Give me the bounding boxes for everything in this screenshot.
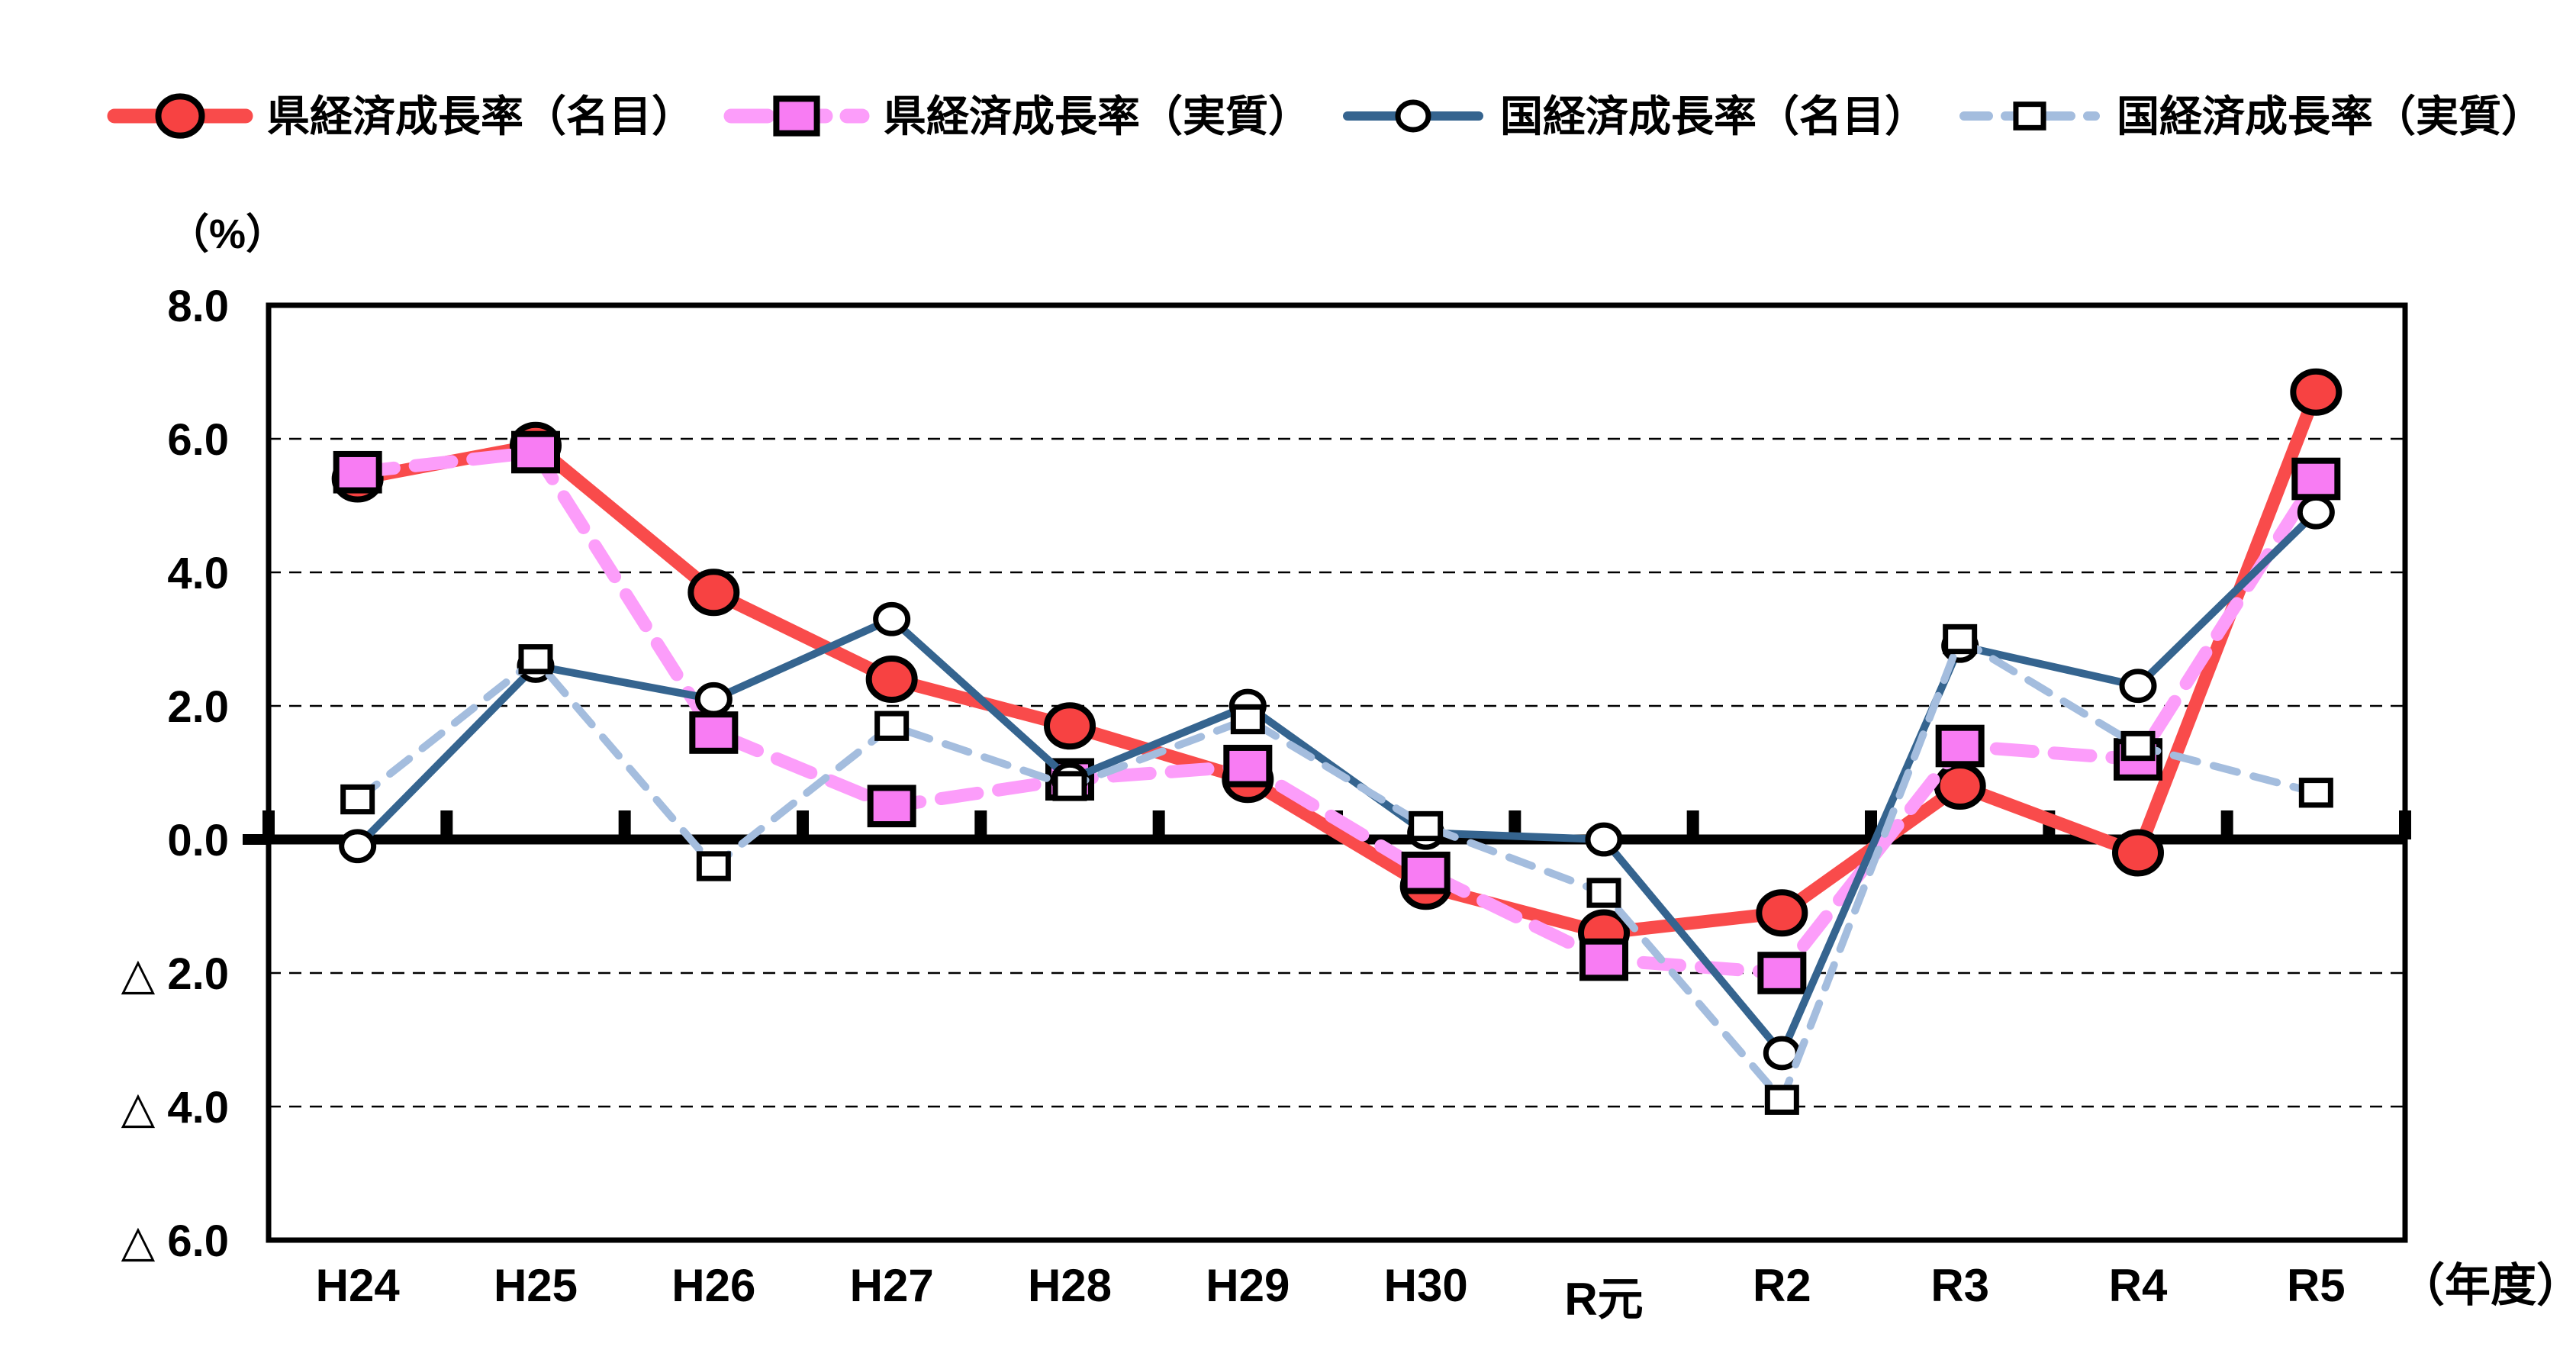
y-tick-label: 0.0	[167, 816, 229, 865]
legend-item-pref-real: 県経済成長率（実質）	[723, 92, 1311, 140]
x-tick-label-H27: H27	[850, 1260, 934, 1311]
series-line-pref-nominal	[351, 385, 2323, 939]
legend-item-national-nominal: 国経済成長率（名目）	[1343, 92, 1927, 140]
x-tick-label-H24: H24	[316, 1260, 401, 1311]
legend-label-pref-nominal: 県経済成長率（名目）	[267, 92, 694, 140]
marker-national-real-8	[1764, 1084, 1799, 1115]
x-tick-label-R元: R元	[1564, 1274, 1643, 1325]
y-axis-unit-label: （%）	[168, 211, 287, 257]
x-axis-unit-label: （年度）	[2399, 1260, 2576, 1311]
marker-national-real-1	[518, 644, 553, 675]
axes	[243, 302, 2411, 1243]
y-tick-label: 4.0	[167, 549, 229, 598]
marker-national-nominal-10	[2119, 669, 2157, 704]
series-line-national-nominal	[353, 508, 2320, 1057]
marker-national-real-2	[696, 851, 731, 881]
marker-pref-nominal-10	[2112, 829, 2164, 877]
marker-pref-nominal-8	[1756, 889, 1808, 937]
x-axis-tick	[262, 810, 275, 839]
y-tick-label: △ 2.0	[121, 949, 229, 999]
marker-pref-nominal-3	[865, 656, 918, 703]
marker-pref-real-1	[511, 430, 560, 474]
marker-pref-real-3	[867, 785, 916, 828]
marker-pref-real-11	[2291, 457, 2341, 501]
marker-pref-real-2	[689, 711, 739, 754]
marker-pref-nominal-9	[1934, 762, 1986, 810]
marker-pref-nominal-2	[687, 569, 740, 617]
y-tick-label: △ 6.0	[121, 1216, 229, 1266]
marker-national-real-4	[1052, 771, 1087, 801]
marker-pref-real-7	[1579, 938, 1628, 981]
marker-national-real-0	[340, 784, 375, 815]
marker-pref-real-0	[333, 450, 382, 494]
marker-pref-real-6	[1401, 851, 1451, 894]
marker-national-real-10	[2120, 730, 2156, 762]
x-tick-label-H26: H26	[671, 1260, 755, 1311]
marker-national-nominal-0	[339, 829, 377, 864]
y-tick-label: 6.0	[167, 415, 229, 465]
y-tick-label: △ 4.0	[121, 1083, 229, 1133]
x-tick-label-R4: R4	[2109, 1260, 2168, 1311]
x-axis-tick	[2399, 810, 2411, 839]
marker-national-nominal	[1395, 99, 1431, 133]
x-tick-label-R5: R5	[2287, 1260, 2346, 1311]
marker-national-nominal-3	[873, 601, 911, 636]
marker-pref-nominal	[155, 93, 205, 139]
marker-national-real-3	[874, 710, 910, 741]
marker-national-real-6	[1409, 810, 1444, 842]
data-series	[331, 368, 2343, 1115]
marker-national-nominal-7	[1585, 822, 1623, 857]
series-line-national-real	[353, 635, 2320, 1104]
marker-pref-nominal-4	[1044, 702, 1096, 750]
series-national-real	[340, 623, 2333, 1115]
marker-national-real-7	[1586, 878, 1621, 908]
x-axis-tick	[2220, 810, 2233, 839]
x-tick-label-H30: H30	[1384, 1260, 1468, 1311]
marker-pref-real-8	[1757, 952, 1807, 994]
x-tick-label-H28: H28	[1028, 1260, 1112, 1311]
x-axis-tick	[618, 810, 631, 839]
y-tick-label: 8.0	[167, 282, 229, 331]
legend-item-national-real: 国経済成長率（実質）	[1959, 92, 2544, 140]
x-axis-tick	[440, 810, 453, 839]
marker-national-nominal-11	[2297, 495, 2335, 530]
marker-national-nominal-2	[694, 681, 733, 717]
marker-pref-real	[773, 95, 820, 137]
series-line-pref-real	[351, 446, 2323, 980]
marker-pref-nominal-11	[2290, 368, 2343, 416]
x-axis-tick	[797, 810, 809, 839]
x-axis-tick-labels: H24 H25 H26 H27 H28 H29 H30 R元 R2 R3 R4 R5	[316, 1260, 2346, 1325]
x-tick-label-H25: H25	[494, 1260, 578, 1311]
plot-frame	[266, 302, 2408, 1243]
y-axis-zero-tick	[243, 834, 269, 845]
marker-national-real-11	[2298, 778, 2333, 808]
legend-label-pref-real: 県経済成長率（実質）	[884, 92, 1311, 140]
y-axis-tick-labels: 8.0 6.0 4.0 2.0 0.0 △ 2.0 △ 4.0 △ 6.0	[121, 282, 229, 1266]
legend-label-national-nominal: 国経済成長率（名目）	[1500, 92, 1927, 140]
gridlines	[269, 437, 2405, 1108]
x-axis-tick	[1152, 810, 1165, 839]
legend-item-pref-nominal: 県経済成長率（名目）	[107, 92, 694, 140]
chart-legend: 県経済成長率（名目） 県経済成長率（実質） 国経済成長率（名目） 国経済成長率（実質）	[107, 92, 2544, 140]
x-tick-label-H29: H29	[1206, 1260, 1290, 1311]
x-axis-tick	[1865, 810, 1877, 839]
marker-national-real	[2013, 101, 2046, 130]
marker-national-real-9	[1943, 623, 1978, 655]
marker-pref-real-9	[1935, 724, 1985, 768]
series-pref-real	[333, 430, 2341, 994]
legend-label-national-real: 国経済成長率（実質）	[2117, 92, 2544, 140]
x-tick-label-R3: R3	[1930, 1260, 1989, 1311]
x-axis-tick	[974, 810, 987, 839]
x-axis-tick	[1686, 810, 1699, 839]
marker-national-real-5	[1230, 704, 1265, 735]
y-tick-label: 2.0	[167, 682, 229, 732]
marker-pref-real-5	[1223, 744, 1273, 788]
x-tick-label-R2: R2	[1753, 1260, 1811, 1311]
